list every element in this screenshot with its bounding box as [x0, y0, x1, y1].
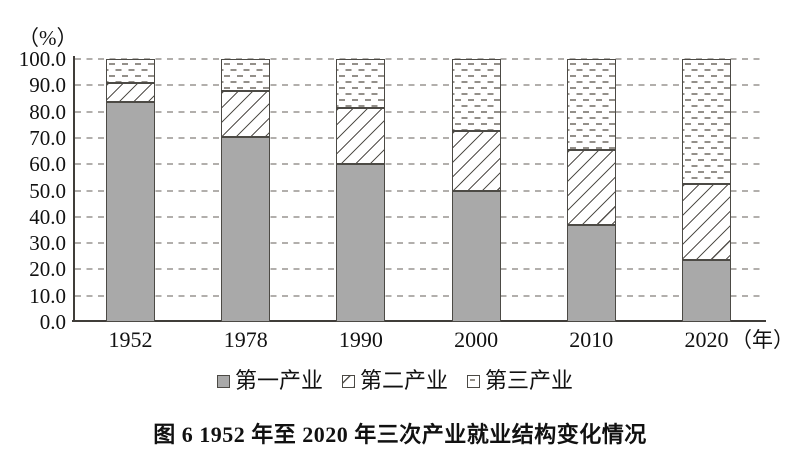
bar-segment-2020-第三产业: [682, 59, 731, 185]
bar-2020: [682, 59, 731, 322]
bar-segment-1952-第一产业: [106, 102, 155, 322]
bar-segment-1990-第二产业: [336, 107, 386, 164]
y-tick-label: 10.0: [29, 283, 66, 308]
bar-1978: [221, 59, 271, 322]
bar-segment-2000-第二产业: [451, 131, 501, 191]
gridline-20: [75, 268, 761, 271]
bar-segment-1952-第三产业: [106, 59, 155, 83]
bar-2000: [451, 59, 501, 322]
x-tick-label-2000: 2000: [454, 327, 499, 352]
plot-area: [72, 58, 765, 322]
y-tick-label: 30.0: [29, 231, 66, 256]
bar-segment-1978-第三产业: [221, 59, 271, 92]
bar-1990: [336, 59, 386, 322]
legend-swatch-dots: [467, 374, 480, 388]
x-tick-label-1990: 1990: [338, 327, 383, 352]
legend-label: 第三产业: [485, 368, 574, 393]
x-axis-line: [72, 320, 766, 322]
bar-segment-1990-第三产业: [336, 59, 386, 108]
y-axis-tick-labels: 0.0 10.0 20.0 30.0 40.0 50.0 60.0 70.0 80.0 90.0 1…: [0, 0, 66, 470]
gridline-30: [75, 242, 761, 245]
legend-item-第二产业: 第二产业: [341, 368, 448, 394]
bar-segment-2020-第二产业: [682, 184, 731, 260]
y-tick-label: 0.0: [39, 310, 66, 334]
legend-item-第一产业: 第一产业: [216, 368, 323, 394]
y-axis-unit-label: （%）: [18, 26, 78, 50]
gridline-10: [75, 294, 761, 297]
figure-caption: 图 6 1952 年至 2020 年三次产业就业结构变化情况: [153, 422, 647, 447]
bar-segment-2000-第一产业: [451, 190, 501, 322]
gridline-50: [75, 189, 761, 192]
bar-segment-1952-第二产业: [106, 82, 155, 103]
x-tick-label-2010: 2010: [569, 327, 614, 352]
gridline-40: [75, 215, 761, 218]
bar-segment-2010-第一产业: [566, 225, 616, 322]
bar-1952: [106, 59, 155, 322]
bar-segment-2020-第一产业: [682, 259, 731, 322]
bar-segment-1978-第一产业: [221, 136, 271, 322]
bar-segment-1978-第二产业: [221, 91, 271, 137]
y-tick-label: 40.0: [29, 204, 66, 229]
bar-segment-1990-第一产业: [336, 163, 386, 322]
y-tick-label: 100.0: [18, 47, 66, 71]
gridline-70: [75, 136, 761, 139]
gridline-100: [75, 58, 761, 60]
y-tick-label: 20.0: [29, 257, 66, 282]
y-tick-label: 90.0: [29, 73, 66, 98]
x-axis-tick-labels: 1952 1978 1990 2000 2010 2020: [72, 326, 792, 356]
x-tick-label-1952: 1952: [108, 327, 153, 352]
bar-2010: [566, 59, 616, 322]
y-tick-label: 50.0: [29, 178, 66, 203]
gridline-60: [75, 163, 761, 166]
y-axis-line: [73, 56, 75, 322]
y-tick-label: 70.0: [29, 125, 66, 150]
y-tick-label: 60.0: [29, 152, 66, 177]
x-axis-unit-label: （年）: [731, 328, 794, 352]
legend: 第一产业 第二产业 第三产业: [0, 366, 790, 396]
legend-swatch-solid: [216, 374, 230, 388]
legend-item-第三产业: 第三产业: [467, 368, 573, 394]
x-tick-label-1978: 1978: [223, 327, 268, 352]
gridline-90: [75, 84, 761, 87]
gridline-80: [75, 110, 761, 113]
legend-swatch-hatch: [341, 374, 355, 388]
legend-label: 第一产业: [234, 368, 323, 393]
bar-segment-2010-第三产业: [566, 59, 616, 150]
x-tick-label-2020: 2020: [684, 327, 729, 352]
bar-segment-2010-第二产业: [566, 150, 616, 226]
bar-segment-2000-第三产业: [451, 59, 501, 132]
y-tick-label: 80.0: [29, 99, 66, 124]
legend-label: 第二产业: [359, 368, 448, 393]
